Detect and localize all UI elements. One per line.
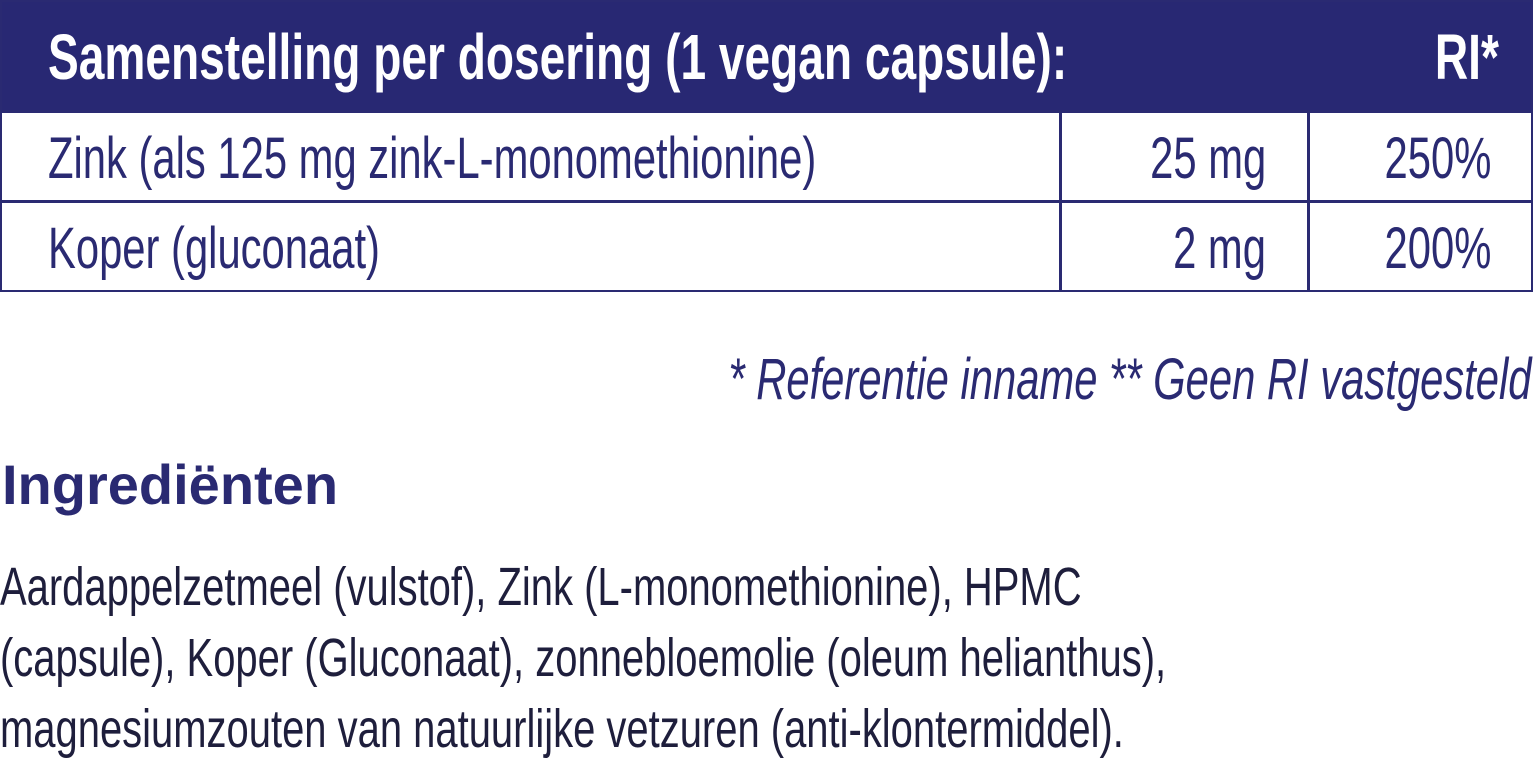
ingredients-title: Ingrediënten	[2, 453, 339, 516]
row-amount: 2 mg	[1173, 216, 1266, 281]
table-header: Samenstelling per dosering (1 vegan caps…	[2, 2, 1531, 112]
row-name: Zink (als 125 mg zink-L-monomethionine)	[48, 126, 817, 191]
row-ri: 250%	[1384, 126, 1491, 191]
table-row: Koper (gluconaat) 2 mg 200%	[2, 200, 1531, 290]
header-title: Samenstelling per dosering (1 vegan caps…	[48, 21, 1068, 93]
ingredients-text: Aardappelzetmeel (vulstof), Zink (L-mono…	[0, 552, 1536, 765]
row-name: Koper (gluconaat)	[48, 216, 380, 281]
header-ri: RI*	[1434, 21, 1499, 93]
ingredients-line: magnesiumzouten van natuurlijke vetzuren…	[0, 699, 1124, 759]
table-row: Zink (als 125 mg zink-L-monomethionine) …	[2, 110, 1531, 200]
ingredients-line: Aardappelzetmeel (vulstof), Zink (L-mono…	[0, 557, 1082, 617]
row-amount: 25 mg	[1149, 126, 1266, 191]
footnote: * Referentie inname ** Geen RI vastgeste…	[728, 347, 1532, 412]
ingredients-line: (capsule), Koper (Gluconaat), zonnebloem…	[0, 628, 1167, 688]
row-ri: 200%	[1384, 216, 1491, 281]
nutrition-table: Samenstelling per dosering (1 vegan caps…	[0, 0, 1533, 292]
